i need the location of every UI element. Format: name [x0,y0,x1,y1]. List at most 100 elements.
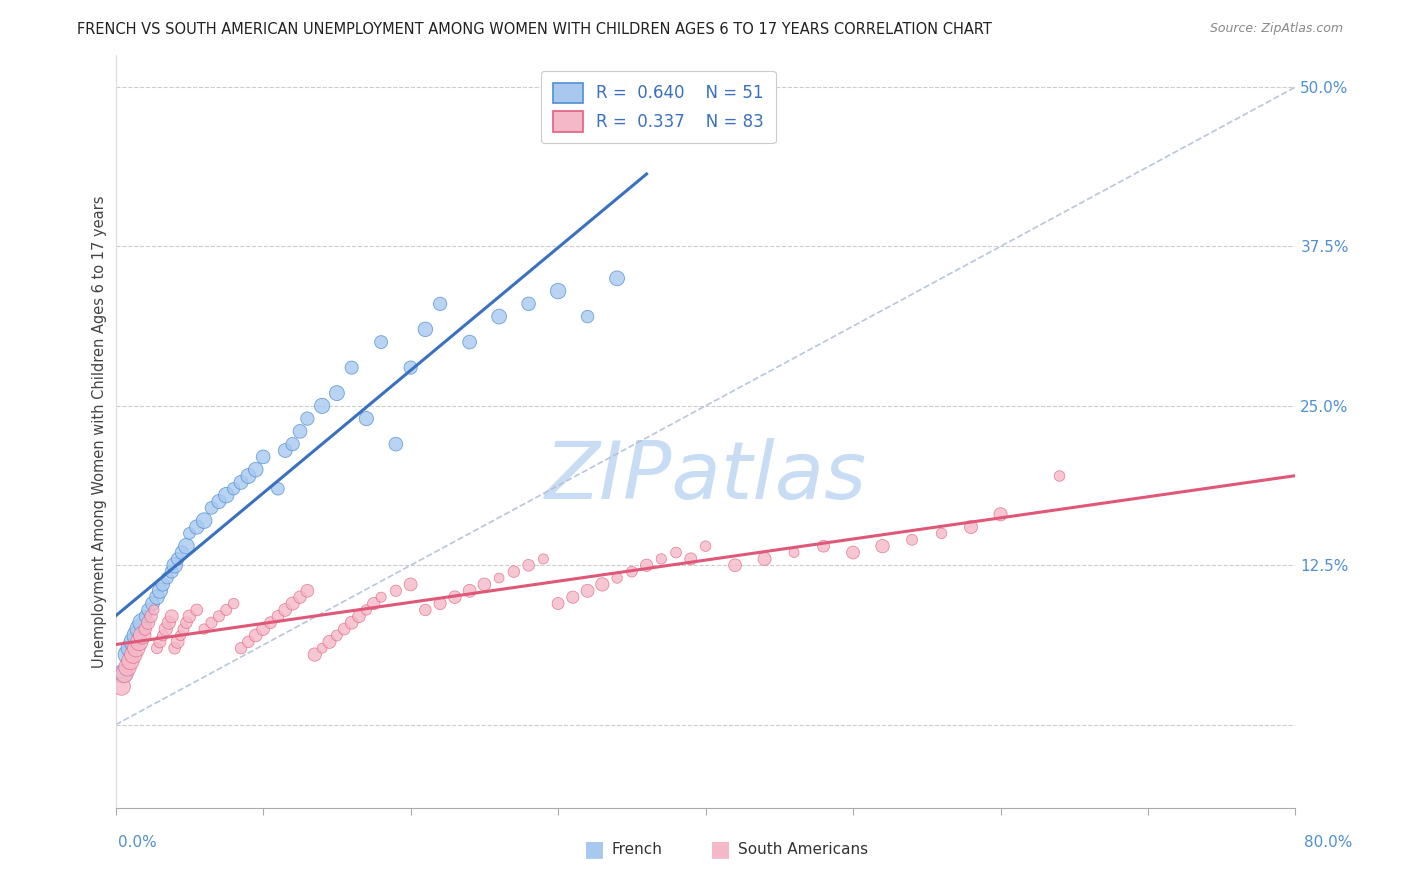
Legend: R =  0.640    N = 51, R =  0.337    N = 83: R = 0.640 N = 51, R = 0.337 N = 83 [541,71,776,144]
Point [146,641,169,656]
Point [120,654,142,668]
Point [547,284,569,298]
Text: 80.0%: 80.0% [1305,836,1353,850]
Point [960,520,983,534]
Point [591,577,613,591]
Point [215,488,238,502]
Point [122,635,145,649]
Point [370,590,392,604]
Point [842,545,865,559]
Point [399,360,422,375]
Point [193,514,215,528]
Point [311,399,333,413]
Point [176,539,198,553]
Point [311,641,333,656]
Point [160,565,183,579]
Point [117,660,139,674]
Point [163,558,186,573]
Point [139,609,162,624]
Point [517,297,540,311]
Point [665,545,688,559]
Point [281,437,304,451]
Point [288,425,311,439]
Point [186,603,208,617]
Point [267,609,290,624]
Point [333,622,356,636]
Point [155,622,177,636]
Point [340,360,363,375]
Point [281,597,304,611]
Point [125,628,148,642]
Point [152,628,174,642]
Point [179,526,201,541]
Point [173,622,195,636]
Point [415,322,437,336]
Point [128,635,150,649]
Point [267,482,290,496]
Point [245,628,267,642]
Point [122,648,145,662]
Point [679,552,702,566]
Text: FRENCH VS SOUTH AMERICAN UNEMPLOYMENT AMONG WOMEN WITH CHILDREN AGES 6 TO 17 YEA: FRENCH VS SOUTH AMERICAN UNEMPLOYMENT AM… [77,22,993,37]
Point [200,615,222,630]
Point [110,680,132,694]
Text: Source: ZipAtlas.com: Source: ZipAtlas.com [1209,22,1343,36]
Point [131,628,153,642]
Point [274,603,297,617]
Point [488,310,510,324]
Point [318,635,340,649]
Point [620,565,643,579]
Point [326,628,349,642]
Text: French: French [612,842,662,856]
Point [415,603,437,617]
Point [208,494,231,508]
Point [547,597,569,611]
Text: ■: ■ [710,839,731,859]
Point [304,648,326,662]
Point [340,615,363,630]
Point [356,603,378,617]
Point [238,635,260,649]
Point [429,297,451,311]
Point [399,577,422,591]
Point [458,583,481,598]
Text: 0.0%: 0.0% [118,836,157,850]
Point [169,628,191,642]
Point [274,443,297,458]
Point [363,597,385,611]
Point [163,641,186,656]
Point [356,411,378,425]
Point [136,603,159,617]
Point [193,622,215,636]
Point [170,545,193,559]
Point [143,603,166,617]
Point [636,558,658,573]
Point [120,641,142,656]
Point [561,590,583,604]
Point [901,533,924,547]
Point [606,271,628,285]
Point [931,526,953,541]
Y-axis label: Unemployment Among Women with Children Ages 6 to 17 years: Unemployment Among Women with Children A… [93,195,107,667]
Point [141,597,163,611]
Point [458,335,481,350]
Point [252,450,274,464]
Point [326,386,349,401]
Point [576,310,599,324]
Point [160,609,183,624]
Point [472,577,495,591]
Text: South Americans: South Americans [738,842,869,856]
Point [149,583,172,598]
Point [252,622,274,636]
Point [222,482,245,496]
Point [152,577,174,591]
Point [134,622,156,636]
Point [149,635,172,649]
Point [157,615,180,630]
Point [238,469,260,483]
Point [229,475,252,490]
Point [288,590,311,604]
Point [724,558,747,573]
Point [134,609,156,624]
Point [259,615,281,630]
